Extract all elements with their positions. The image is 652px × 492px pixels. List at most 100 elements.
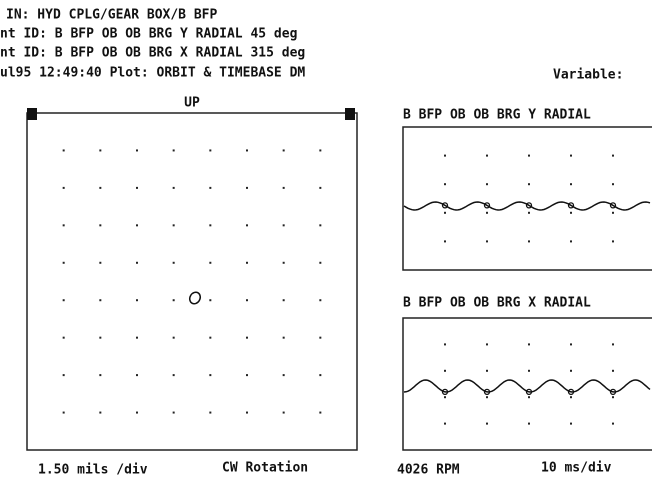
grid-dot [444,396,446,399]
grid-dot [612,343,614,346]
grid-dot [136,149,138,152]
grid-dot [62,411,65,414]
grid-dot [209,411,212,414]
grid-dot [136,374,138,377]
grid-dot [62,261,65,264]
grid-dot [282,299,285,302]
keyphasor-mark [525,202,533,209]
grid-dot [62,374,65,377]
grid-dot [62,149,65,152]
speed: 4026 RPM [397,463,460,478]
grid-dot [282,411,285,414]
grid-dot [528,396,530,399]
grid-dot [444,240,446,243]
grid-dot [444,343,446,346]
grid-dot [282,186,285,189]
grid-dot [246,299,248,302]
grid-dot [209,186,212,189]
grid-dot [570,211,572,214]
grid-dot [172,186,175,189]
orbit-label: UP [184,96,200,111]
grid-dot [612,369,614,372]
grid-dot [99,336,102,339]
grid-dot [444,422,446,425]
header-line: ul95 12:49:40 Plot: ORBIT & TIMEBASE DM [0,66,305,81]
grid-dot [486,211,488,214]
grid-dot [99,224,102,227]
grid-dot [209,261,212,264]
grid-dot [282,149,285,152]
grid-dot [319,411,322,414]
grid-dot [528,422,530,425]
variable-label: Variable: [553,68,623,83]
rotation: CW Rotation [222,461,308,476]
grid-dot [246,186,248,189]
grid-dot [282,224,285,227]
grid-dot [246,374,248,377]
grid-dot [99,374,102,377]
grid-dot [528,369,530,372]
grid-dot [319,374,322,377]
keyphasor-mark [441,388,449,396]
keyphasor-mark [483,202,491,209]
grid-dot [209,224,212,227]
grid-dot [319,186,322,189]
grid-dot [612,240,614,243]
grid-dot [209,299,212,302]
corner-marker [27,108,37,120]
time-scale: 10 ms/div [541,461,612,476]
keyphasor-mark [567,388,575,396]
grid-dot [99,149,102,152]
grid-dot [486,240,488,243]
grid-dot [99,299,102,302]
grid-dot [136,336,138,339]
grid-dot [136,411,138,414]
grid-dot [172,299,175,302]
grid-dot [246,224,248,227]
grid-dot [246,336,248,339]
grid-dot [486,343,488,346]
grid-dot [99,186,102,189]
grid-dot [246,149,248,152]
keyphasor-mark [441,202,449,209]
grid-dot [528,183,530,186]
grid-dot [209,374,212,377]
grid-dot [62,186,65,189]
grid-dot [444,154,446,157]
grid-dot [528,154,530,157]
timebase-title: B BFP OB OB BRG Y RADIAL [403,108,591,123]
grid-dot [486,183,488,186]
keyphasor-mark [567,202,575,209]
grid-dot [612,211,614,214]
grid-dot [282,374,285,377]
grid-dot [172,224,175,227]
keyphasor-mark [609,388,617,396]
grid-dot [319,224,322,227]
keyphasor-mark [483,388,491,396]
grid-dot [172,411,175,414]
corner-marker [345,108,355,120]
grid-dot [319,299,322,302]
grid-dot [444,183,446,186]
grid-dot [246,411,248,414]
grid-dot [136,261,138,264]
orbit-trace [188,291,202,305]
grid-dot [612,396,614,399]
grid-dot [62,336,65,339]
grid-dot [136,186,138,189]
orbit-scale: 1.50 mils /div [38,463,148,478]
keyphasor-mark [609,202,617,209]
grid-dot [136,299,138,302]
grid-dot [528,343,530,346]
grid-dot [486,422,488,425]
grid-dot [570,422,572,425]
grid-dot [62,299,65,302]
grid-dot [319,261,322,264]
grid-dot [528,211,530,214]
grid-dot [246,261,248,264]
grid-dot [319,336,322,339]
grid-dot [570,154,572,157]
grid-dot [570,396,572,399]
